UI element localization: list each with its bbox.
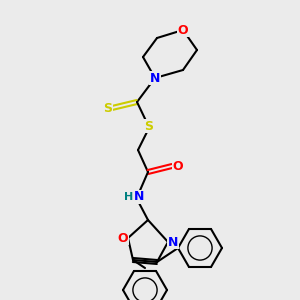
Text: H: H	[124, 192, 134, 202]
Text: S: S	[103, 101, 112, 115]
Text: O: O	[118, 232, 128, 244]
Text: O: O	[173, 160, 183, 172]
Text: N: N	[168, 236, 178, 248]
Text: N: N	[134, 190, 144, 203]
Text: S: S	[145, 119, 154, 133]
Text: N: N	[150, 71, 160, 85]
Text: O: O	[178, 23, 188, 37]
